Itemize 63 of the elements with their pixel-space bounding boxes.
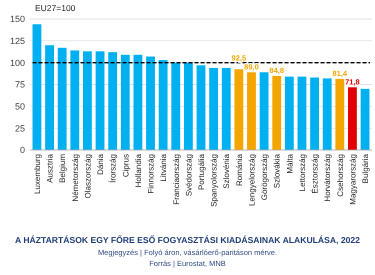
- x-tick-label: Spanyolország: [210, 154, 219, 207]
- bar: [108, 52, 118, 150]
- bar: [184, 62, 193, 150]
- y-axis-title: EU27=100: [35, 3, 76, 13]
- x-tick-label: Lettország: [298, 154, 307, 192]
- x-tick-label: Bulgária: [361, 153, 370, 184]
- x-tick-label: Portugália: [197, 153, 206, 190]
- bar: [272, 76, 282, 150]
- y-tick-label: 0: [20, 145, 25, 156]
- x-tick-label: Svédország: [184, 154, 194, 196]
- x-tick-label: Szlovénia: [222, 153, 232, 189]
- x-tick-label: Litvánia: [159, 153, 168, 182]
- x-tick-label: Horvátország: [323, 154, 332, 202]
- x-tick-label: Belgium: [58, 154, 68, 183]
- x-tick-label: Olaszország: [83, 154, 92, 198]
- y-tick-label: 25: [14, 123, 25, 134]
- bar: [96, 51, 104, 150]
- bar: [322, 78, 332, 150]
- bar: [209, 68, 218, 150]
- bar: [146, 56, 155, 150]
- x-tick-label: Görögország: [260, 154, 270, 200]
- bar: [260, 72, 269, 150]
- bar: [234, 69, 244, 150]
- x-tick-label: Észtország: [310, 154, 320, 194]
- x-tick-label: Írország: [108, 154, 118, 183]
- bar: [158, 60, 168, 150]
- x-tick-label: Csehország: [336, 154, 345, 197]
- bar: [247, 72, 256, 150]
- bar: [222, 68, 231, 150]
- bar: [298, 76, 306, 150]
- bar: [360, 88, 370, 150]
- x-tick-label: Magyarország: [348, 154, 358, 205]
- bar: [196, 65, 206, 150]
- bar: [335, 78, 344, 150]
- bar: [348, 87, 357, 150]
- x-tick-label: Luxemburg: [32, 154, 42, 194]
- bar: [284, 76, 294, 150]
- x-tick-label: Franciaország: [172, 154, 181, 205]
- x-tick-label: Málta: [285, 153, 294, 174]
- text: A HÁZTARTÁSOK EGY FŐRE ESŐ FOGYASZTÁSI KIADÁSAINAK ALAKULÁSA, 2022: [15, 235, 360, 245]
- x-tick-label: Hollandia: [134, 153, 143, 188]
- x-tick-label: Románia: [234, 153, 244, 186]
- bar: [171, 62, 180, 150]
- bar: [133, 54, 142, 150]
- bar: [45, 45, 54, 150]
- y-tick-label: 50: [14, 101, 25, 112]
- x-tick-label: Németország: [70, 154, 80, 202]
- bar: [310, 78, 319, 150]
- bar: [58, 48, 67, 150]
- y-tick-label: 150: [10, 14, 25, 24]
- x-tick-label: Szlovákia: [272, 153, 282, 188]
- x-tick-label: Dánia: [96, 153, 106, 175]
- bar: [70, 50, 80, 150]
- x-tick-label: Ausztria: [46, 153, 55, 183]
- bar: [120, 54, 130, 150]
- bar: [83, 51, 92, 150]
- y-tick-label: 75: [14, 80, 25, 90]
- bar: [32, 24, 42, 150]
- x-tick-label: Ciprus: [121, 154, 130, 178]
- y-tick-label: 100: [10, 58, 25, 68]
- x-tick-label: Finnország: [146, 154, 156, 194]
- y-tick-label: 125: [10, 36, 25, 46]
- x-tick-label: Lengyelország: [247, 154, 256, 206]
